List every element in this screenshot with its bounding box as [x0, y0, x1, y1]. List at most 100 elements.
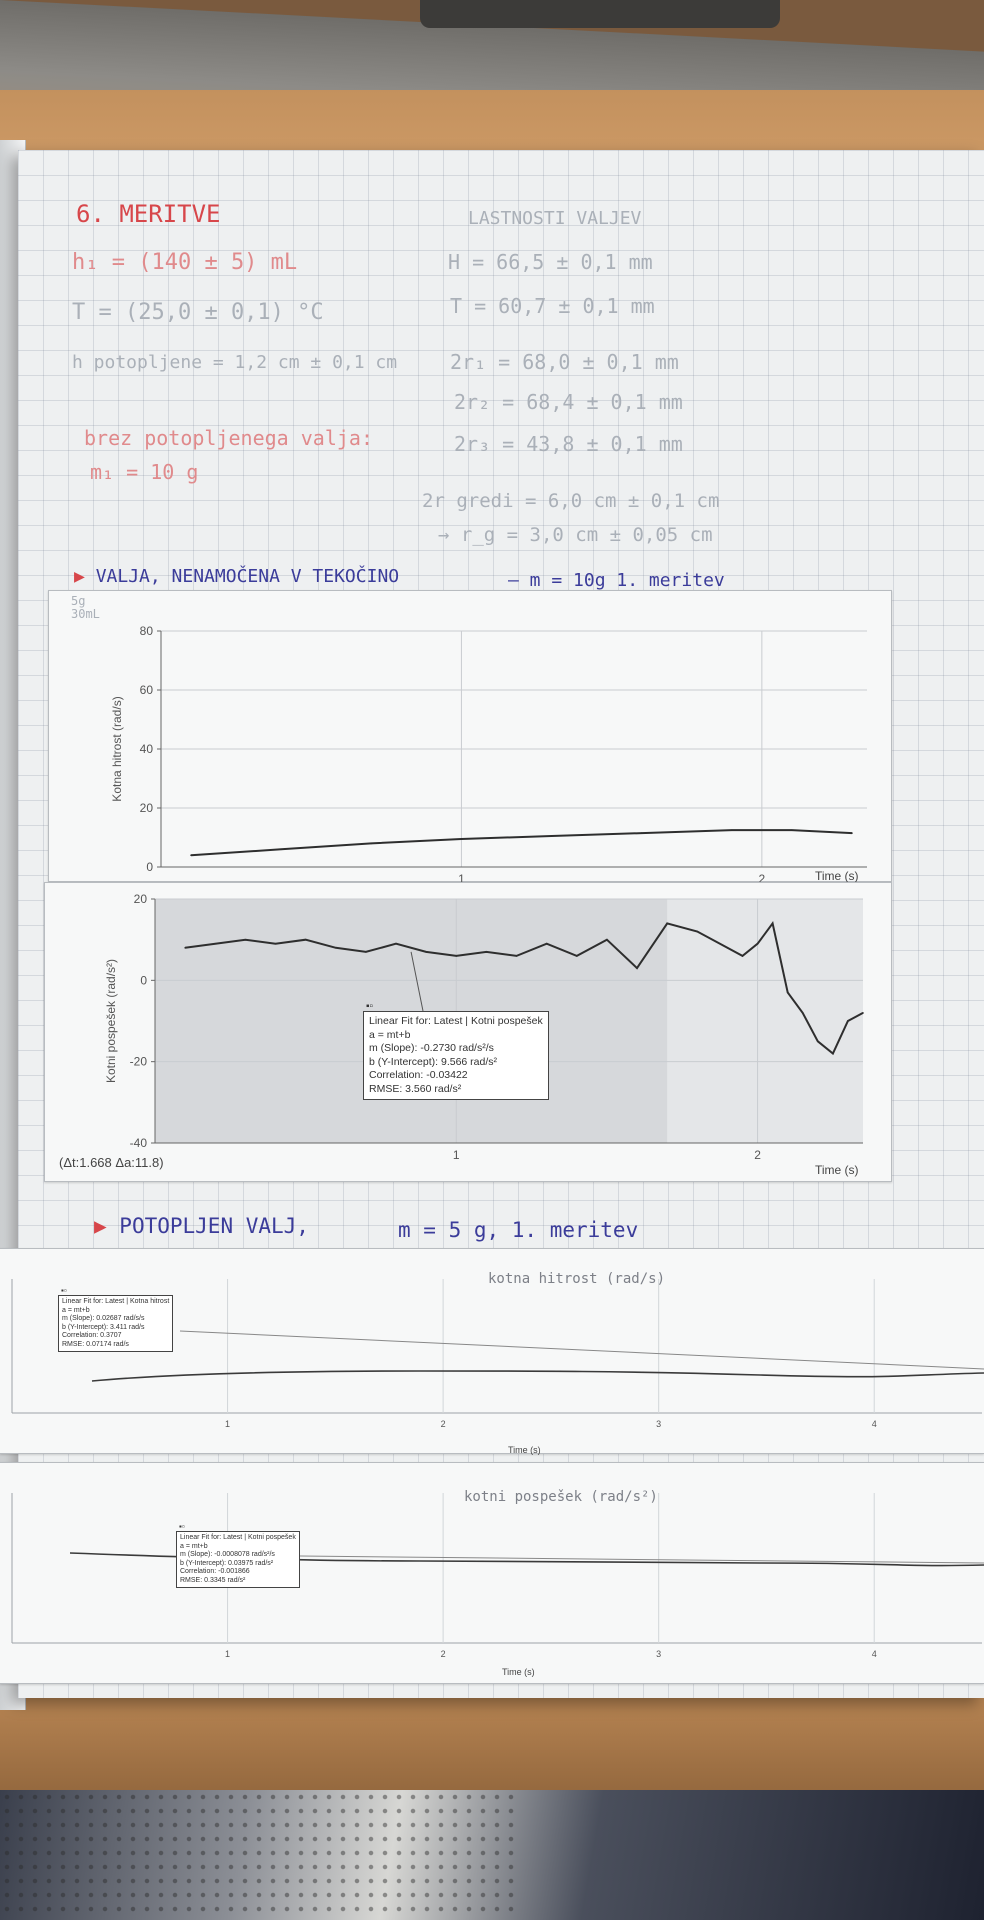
fit-correlation: Correlation: -0.001866 — [180, 1568, 250, 1575]
data-point — [545, 942, 548, 945]
fit-intercept: b (Y-Intercept): 9.566 rad/s² — [369, 1055, 498, 1068]
x-tick-label: 3 — [656, 1649, 661, 1659]
y-tick-label: 40 — [140, 742, 154, 756]
data-point — [847, 1020, 849, 1022]
data-point — [304, 938, 307, 941]
graph1-corner-note: 5g 30mL — [71, 594, 100, 621]
x-tick-label: 2 — [441, 1419, 446, 1429]
graph1-xlabel: Time (s) — [815, 869, 859, 883]
data-point — [395, 942, 397, 945]
fit-marker-icon: ▪▫ — [366, 1001, 374, 1012]
graph3-plot: 1 2 3 4 — [11, 1279, 984, 1429]
note-T: T = 60,7 ± 0,1 mm — [450, 294, 655, 318]
x-tick-label: 3 — [656, 1419, 661, 1429]
fit-line — [199, 1554, 984, 1564]
graph1-plot: 80 60 40 20 0 1 2 Kotna hitrost (rad/s) — [110, 624, 867, 883]
note-r-g: → r_g = 3,0 cm ± 0,05 cm — [438, 524, 713, 546]
graph4-sheet: 1 2 3 4 kotni pospešek (rad/s²) Time (s) ▪▫… — [0, 1462, 984, 1684]
fabric-pattern — [0, 1790, 520, 1920]
y-tick-label: -20 — [130, 1055, 148, 1069]
fit-slope: m (Slope): -0.0008078 rad/s²/s — [180, 1551, 275, 1558]
fit-intercept: b (Y-Intercept): 0.03975 rad/s² — [180, 1559, 274, 1567]
graph2-sheet: 20 0 -20 -40 1 2 Kotni pospešek (rad/s²) (Δt:1… — [44, 882, 892, 1182]
x-tick-label: 1 — [453, 1148, 460, 1162]
data-point — [862, 1012, 864, 1014]
fit-title: Linear Fit for: Latest | Kotni pospešek — [180, 1534, 296, 1541]
note-h-potopljene: h potopljene = 1,2 cm ± 0,1 cm — [72, 352, 398, 373]
data-point — [666, 922, 668, 925]
graph1-sheet: 80 60 40 20 0 1 2 Kotna hitrost (rad/s) 5g 30mL… — [48, 590, 892, 883]
note-d2: 2r₂ = 68,4 ± 0,1 mm — [454, 390, 683, 414]
fit-intercept: b (Y-Intercept): 3.411 rad/s — [62, 1323, 145, 1331]
fit-line — [179, 1330, 984, 1370]
bullet-triangle-icon: ▶ — [74, 566, 96, 587]
fit-title: Linear Fit for: Latest | Kotna hitrost — [62, 1298, 170, 1305]
graph3-xlabel: Time (s) — [508, 1445, 541, 1455]
data-point — [851, 832, 853, 834]
fit-equation: a = mt+b — [62, 1306, 90, 1314]
graph3-caption: kotna hitrost (rad/s) — [488, 1271, 666, 1287]
graph2-xlabel: Time (s) — [815, 1163, 859, 1177]
graph4-linear-fit-box[interactable]: ▪▫ Linear Fit for: Latest | Kotni pospeš… — [176, 1522, 300, 1588]
x-tick-label: 1 — [225, 1649, 230, 1659]
fit-slope: m (Slope): -0.2730 rad/s²/s — [369, 1042, 494, 1054]
section1-title: ▶ VALJA, NENAMOČENA V TEKOČINO — [74, 566, 400, 587]
data-point — [455, 955, 458, 957]
fit-rmse: RMSE: 3.560 rad/s² — [369, 1082, 462, 1095]
data-point — [334, 947, 337, 949]
fit-marker-icon: ▪▫ — [179, 1522, 185, 1531]
note-d3: 2r₃ = 43,8 ± 0,1 mm — [454, 432, 683, 456]
y-tick-label: -40 — [130, 1136, 148, 1150]
fit-title: Linear Fit for: Latest | Kotni pospešek — [369, 1015, 543, 1027]
data-point — [370, 842, 373, 845]
y-tick-label: 20 — [134, 892, 148, 906]
data-point — [274, 942, 277, 945]
note-h1: h₁ = (140 ± 5) mL — [72, 250, 298, 275]
graph3-linear-fit-box[interactable]: ▪▫ Linear Fit for: Latest | Kotna hitros… — [58, 1286, 174, 1352]
note-brez-label: brez potopljenega valja: — [84, 426, 373, 450]
data-point — [190, 854, 192, 856]
note-d1: 2r₁ = 68,0 ± 0,1 mm — [450, 350, 679, 374]
graph2-delta-readout: (Δt:1.668 Δa:11.8) — [59, 1155, 164, 1170]
data-point — [756, 942, 759, 945]
graph2-linear-fit-box[interactable]: ▪▫ Linear Fit for: Latest | Kotni pospeš… — [363, 1001, 549, 1100]
data-point — [606, 938, 608, 941]
fit-equation: a = mt+b — [369, 1028, 411, 1041]
data-point — [786, 991, 789, 994]
y-tick-label: 0 — [140, 973, 147, 987]
data-point — [696, 930, 699, 933]
data-point — [771, 922, 774, 925]
fit-slope: m (Slope): 0.02687 rad/s/s — [62, 1315, 145, 1322]
data-point — [460, 838, 463, 840]
data-point — [801, 1012, 804, 1014]
heading-lastnosti: LASTNOSTI VALJEV — [468, 208, 642, 229]
data-point — [817, 1040, 819, 1043]
x-tick-label: 4 — [872, 1419, 877, 1429]
note-m1: m₁ = 10 g — [90, 460, 199, 484]
x-tick-label: 2 — [759, 872, 766, 883]
series-line — [91, 1370, 984, 1382]
data-point — [485, 951, 488, 953]
data-point — [731, 829, 733, 831]
data-point — [726, 947, 729, 949]
note-H: H = 66,5 ± 0,1 mm — [448, 250, 653, 274]
fit-rmse: RMSE: 0.3345 rad/s² — [180, 1576, 246, 1584]
graph4-caption: kotni pospešek (rad/s²) — [464, 1489, 658, 1505]
fit-connector — [410, 951, 424, 1012]
note-d-gredi: 2r gredi = 6,0 cm ± 0,1 cm — [422, 490, 720, 512]
y-axis-label: Kotni pospešek (rad/s²) — [104, 959, 118, 1083]
data-point — [244, 938, 247, 941]
fabric — [0, 1790, 984, 1920]
y-axis-label: Kotna hitrost (rad/s) — [110, 696, 124, 801]
x-tick-label: 2 — [754, 1148, 761, 1162]
section2-title: ▶ POTOPLJEN VALJ, — [94, 1214, 309, 1238]
data-point — [636, 967, 638, 969]
bullet-triangle-icon: ▶ — [94, 1214, 120, 1238]
section1-mass: – m = 10g 1. meritev — [508, 570, 725, 591]
data-point — [832, 1052, 834, 1055]
section2-mass: m = 5 g, 1. meritev — [398, 1218, 639, 1242]
x-tick-label: 1 — [225, 1419, 230, 1429]
data-point — [791, 829, 793, 831]
data-point — [550, 835, 553, 837]
y-tick-label: 20 — [140, 801, 154, 815]
